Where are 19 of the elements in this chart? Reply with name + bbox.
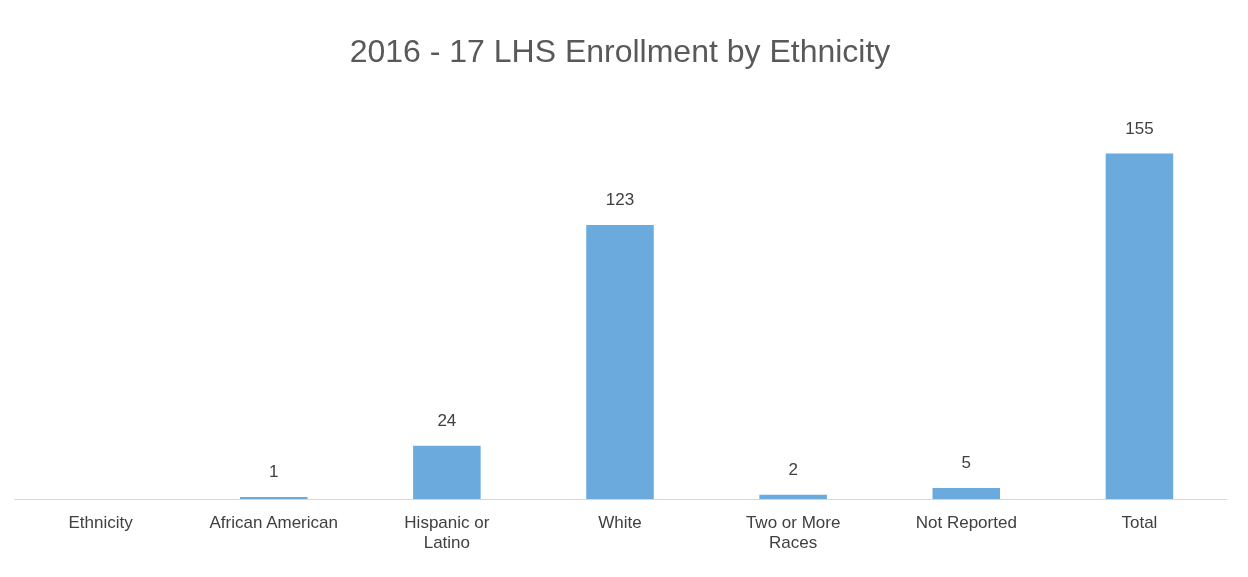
chart-title: 2016 - 17 LHS Enrollment by Ethnicity bbox=[349, 33, 891, 70]
bar bbox=[1105, 153, 1174, 500]
x-tick-label: Ethnicity bbox=[68, 513, 134, 533]
x-tick-label: Total bbox=[1121, 513, 1158, 533]
data-label: 24 bbox=[437, 410, 457, 430]
data-label: 155 bbox=[1125, 118, 1154, 138]
x-tick-label: African American bbox=[209, 513, 338, 533]
bar bbox=[759, 494, 827, 500]
data-label: 5 bbox=[961, 453, 972, 473]
x-tick-label: Hispanic or Latino bbox=[404, 513, 490, 553]
data-label: 123 bbox=[605, 190, 635, 210]
data-label: 2 bbox=[788, 459, 798, 479]
bar bbox=[586, 224, 654, 500]
x-tick-label: Two or More Races bbox=[745, 513, 841, 553]
x-tick-label: White bbox=[598, 513, 642, 533]
x-tick-label: Not Reported bbox=[915, 513, 1017, 533]
bar bbox=[932, 488, 1001, 500]
bar bbox=[413, 445, 481, 500]
data-label: 1 bbox=[268, 462, 279, 482]
